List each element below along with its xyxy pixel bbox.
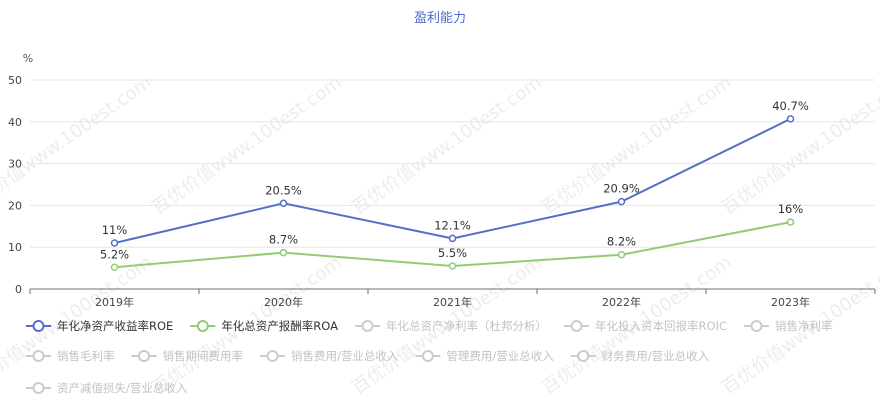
legend-marker	[196, 320, 209, 332]
legend-label: 年化净资产收益率ROE	[57, 319, 173, 333]
legend-marker	[750, 320, 763, 332]
legend-item-11: 资产减值损失/营业总收入	[26, 381, 188, 395]
watermark-text: 百优价值www.100est.com	[0, 72, 156, 219]
y-tick-label: 0	[15, 283, 22, 296]
data-point	[617, 197, 626, 206]
watermark-text: 百优价值www.100est.com	[348, 72, 545, 219]
legend-marker	[266, 350, 279, 362]
data-label: 5.5%	[438, 246, 467, 260]
legend-item-2: 年化总资产报酬率ROA	[190, 319, 338, 333]
data-point	[786, 218, 795, 226]
data-label: 16%	[778, 202, 804, 216]
legend-item-7: 销售期间费用率	[131, 349, 244, 363]
legend-marker	[138, 350, 150, 362]
x-tick-label: 2021年	[433, 295, 472, 309]
legend-item-4: 年化投入资本回报率ROIC	[564, 319, 727, 333]
legend-marker	[570, 320, 583, 332]
legend-label: 管理费用/营业总收入	[446, 349, 554, 363]
series-1: 11% 20.5% 12.1% 20.9% 40.7%	[102, 99, 809, 247]
data-point	[448, 234, 457, 243]
x-tick-label: 2020年	[264, 295, 303, 309]
legend-marker	[32, 382, 45, 394]
series-2: 5.2% 8.7% 5.5% 8.2% 16%	[100, 202, 804, 272]
data-label: 40.7%	[772, 99, 809, 113]
data-label: 11%	[102, 223, 128, 237]
data-label: 8.2%	[607, 235, 636, 249]
x-tick-label: 2022年	[602, 295, 641, 309]
legend-marker	[32, 320, 45, 332]
y-tick-label: 50	[8, 74, 22, 87]
legend-item-6: 销售毛利率	[26, 349, 115, 363]
legend-label: 销售净利率	[775, 319, 833, 333]
legend-item-3: 年化总资产净利率（杜邦分析）	[355, 319, 547, 333]
x-axis: 2019年 2020年 2021年 2022年 2023年	[29, 288, 876, 309]
data-point	[617, 250, 626, 259]
legend-label: 财务费用/营业总收入	[602, 349, 710, 363]
legend-label: 销售期间费用率	[163, 349, 244, 363]
data-point	[448, 262, 457, 270]
legend-item-5: 销售净利率	[744, 319, 833, 333]
legend-marker	[421, 350, 434, 362]
legend-label: 年化总资产净利率（杜邦分析）	[386, 319, 547, 333]
y-tick-label: 40	[8, 116, 22, 129]
data-point	[110, 239, 119, 247]
watermark-text: 百优价值www.100est.com	[148, 72, 345, 219]
legend-label: 销售毛利率	[57, 349, 115, 363]
legend-item-10: 财务费用/营业总收入	[570, 349, 710, 363]
chart-title: 盈利能力	[414, 11, 466, 26]
legend-item-9: 管理费用/营业总收入	[415, 349, 554, 363]
data-point	[110, 263, 119, 272]
legend-label: 销售费用/营业总收入	[291, 349, 399, 363]
y-axis-unit: %	[23, 52, 33, 65]
data-label: 8.7%	[269, 233, 298, 247]
legend: 年化净资产收益率ROE 年化总资产报酬率ROA 年化总资产净利率（杜邦分析） 年化投入…	[26, 319, 833, 395]
data-label: 20.5%	[265, 183, 302, 197]
legend-item-1: 年化净资产收益率ROE	[26, 319, 173, 333]
y-axis: 0 10 20 30 40 50	[8, 74, 22, 296]
legend-marker	[577, 350, 590, 362]
legend-item-8: 销售费用/营业总收入	[260, 349, 399, 363]
y-tick-label: 10	[8, 241, 22, 254]
series-layer: 11%20.5%12.1%20.9%40.7%5.2%8.7%5.5%8.2%1…	[100, 99, 809, 272]
legend-label: 年化总资产报酬率ROA	[221, 319, 338, 333]
legend-label: 年化投入资本回报率ROIC	[595, 319, 727, 333]
watermark-text: 百优价值www.100est.com	[718, 72, 880, 219]
data-point	[279, 199, 288, 208]
data-label: 12.1%	[434, 218, 471, 232]
legend-marker	[361, 320, 374, 332]
data-point	[279, 248, 288, 257]
legend-label: 资产减值损失/营业总收入	[57, 381, 188, 395]
x-tick-label: 2019年	[95, 295, 134, 309]
data-point	[786, 115, 795, 123]
y-tick-label: 20	[8, 199, 22, 212]
x-tick-label: 2023年	[771, 295, 810, 309]
data-label: 20.9%	[603, 182, 640, 196]
data-label: 5.2%	[100, 247, 129, 261]
legend-marker	[32, 350, 45, 362]
grid-lines	[30, 79, 875, 248]
y-tick-label: 30	[8, 158, 22, 171]
watermark-text: 百优价值www.100est.com	[538, 72, 735, 219]
